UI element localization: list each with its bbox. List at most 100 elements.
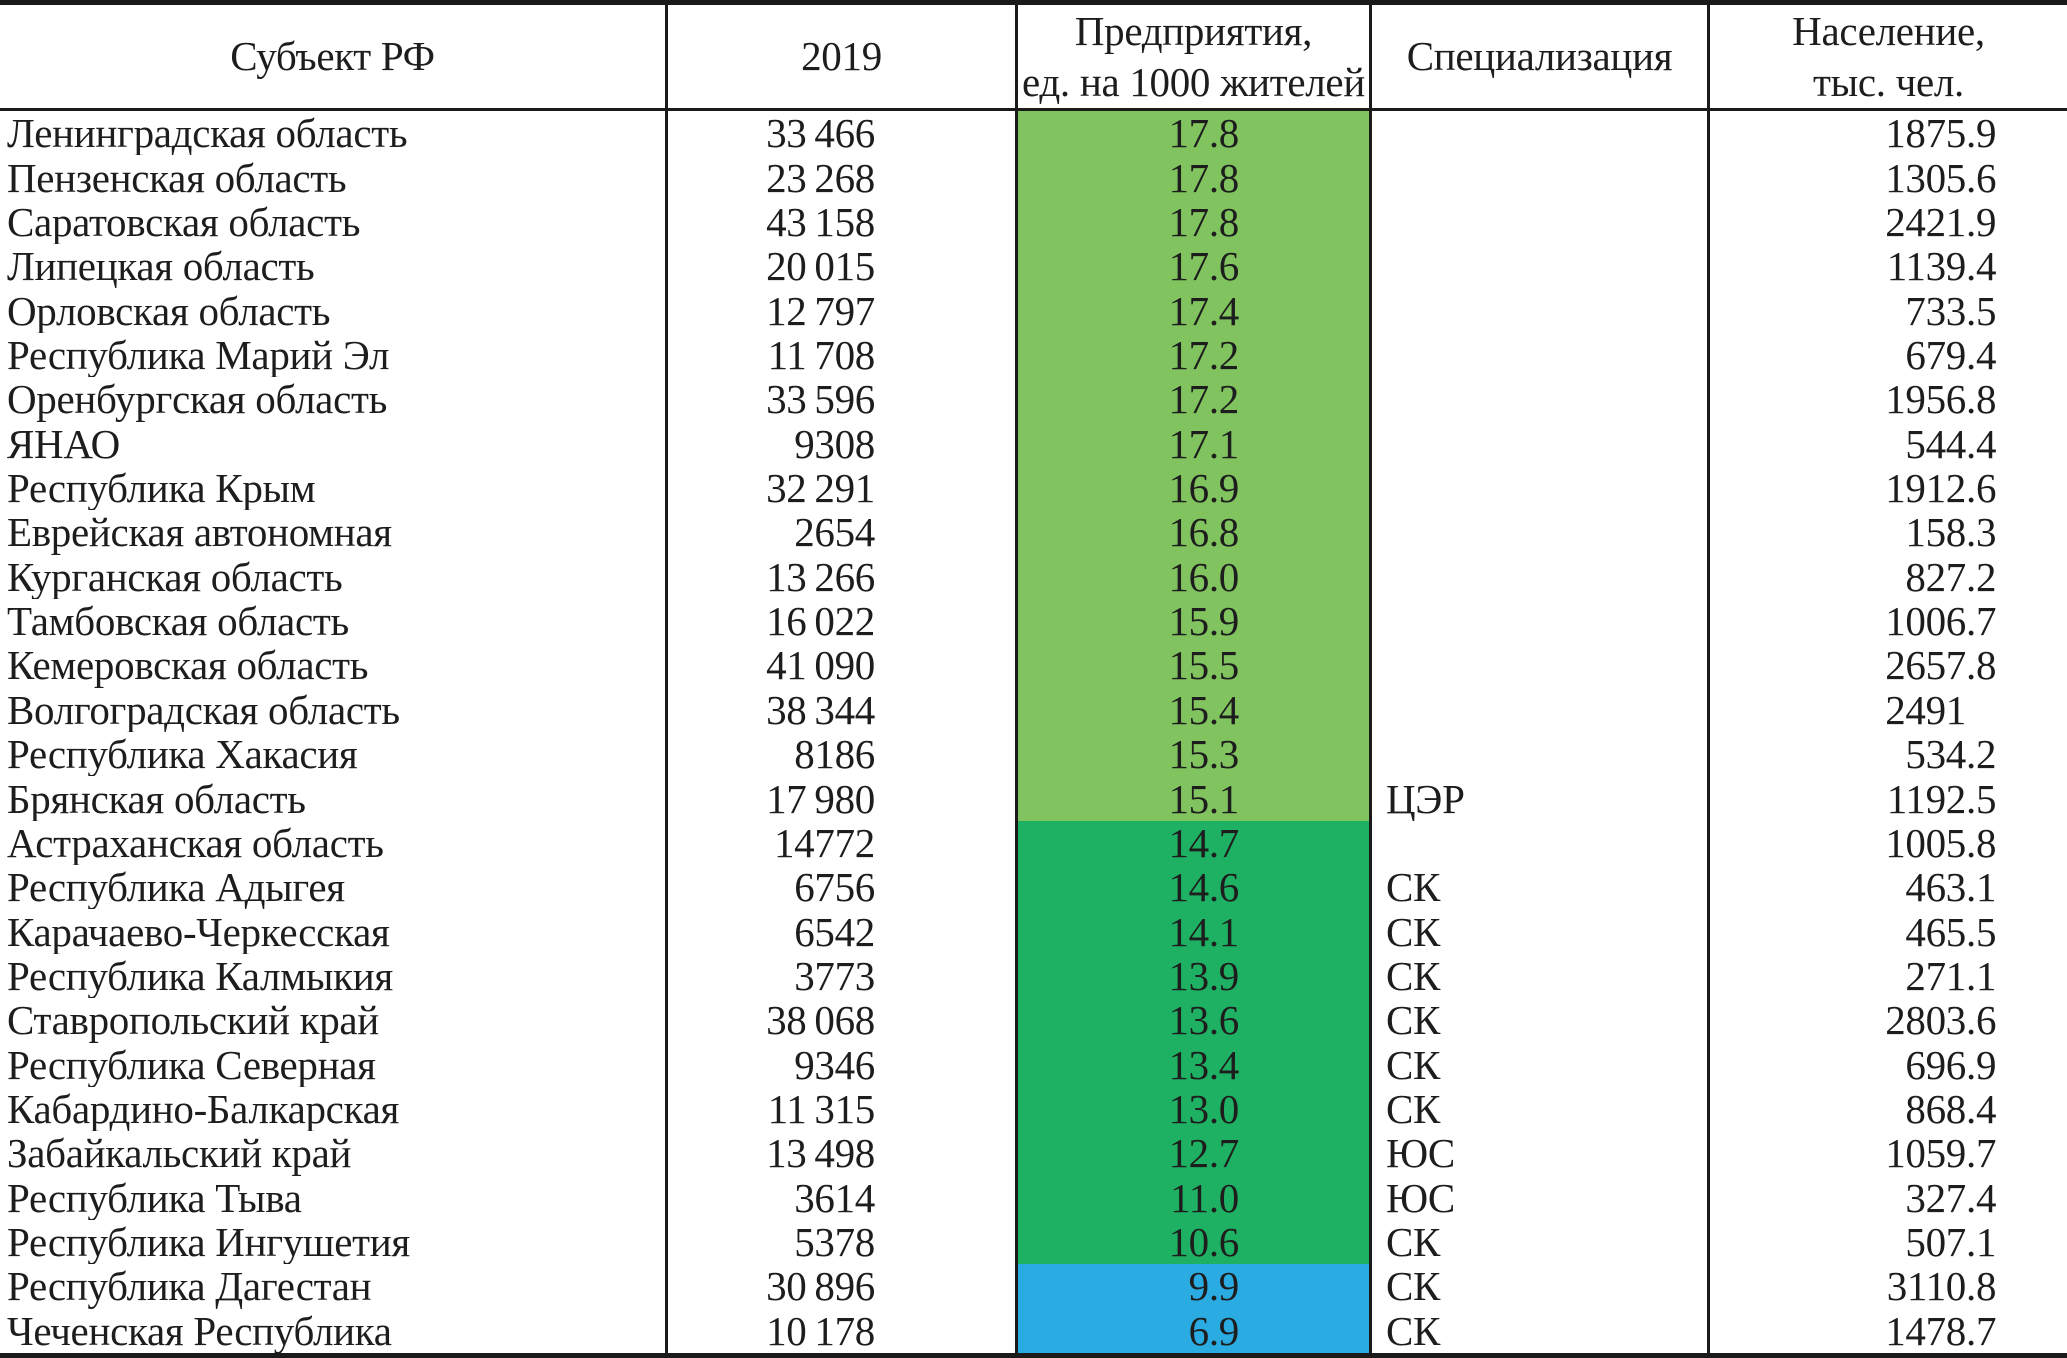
cell-specialization (1372, 820, 1710, 866)
population-integer-part: 1478 (1885, 1308, 1966, 1353)
cell-specialization: СК (1372, 1308, 1710, 1353)
cell-enterprises-per-1000: 16.9 (1018, 465, 1372, 511)
cell-enterprises-per-1000: 15.3 (1018, 732, 1372, 777)
population-integer-part: 158 (1905, 510, 1966, 555)
cell-population: 1059.7 (1710, 1131, 2067, 1175)
cell-enterprises-per-1000: 13.9 (1018, 953, 1372, 999)
cell-enterprises-per-1000: 17.2 (1018, 377, 1372, 422)
cell-specialization: СК (1372, 865, 1710, 910)
population-fraction-part: .6 (1966, 998, 1997, 1043)
cell-region: Орловская область (0, 288, 668, 333)
population-fraction-part: .5 (1966, 776, 1997, 821)
cell-specialization (1372, 598, 1710, 644)
population-fraction-part: .9 (1966, 111, 1997, 156)
population-integer-part: 679 (1905, 332, 1966, 378)
cell-population: 1478.7 (1710, 1309, 2067, 1353)
cell-region: Брянская область (0, 776, 668, 821)
cell-population: 327.4 (1710, 1176, 2067, 1220)
cell-region: Кемеровская область (0, 643, 668, 688)
cell-specialization (1372, 111, 1710, 156)
population-integer-part: 534 (1905, 732, 1966, 777)
population-fraction-part: .4 (1966, 421, 1997, 466)
cell-enterprises-per-1000: 6.9 (1018, 1308, 1372, 1353)
cell-2019-value: 38 068 (668, 998, 1018, 1043)
population-integer-part: 1912 (1885, 465, 1966, 511)
population-fraction-part: .4 (1966, 1086, 1997, 1132)
cell-2019-value: 5378 (668, 1219, 1018, 1265)
cell-region: Волгоградская область (0, 687, 668, 732)
cell-region: Карачаево-Черкесская (0, 909, 668, 954)
cell-region: Республика Адыгея (0, 865, 668, 910)
population-integer-part: 1005 (1885, 820, 1966, 866)
population-integer-part: 1192 (1886, 776, 1967, 821)
cell-population: 1006.7 (1710, 599, 2067, 643)
col-header-population: Население, тыс. чел. (1710, 5, 2067, 111)
population-integer-part: 463 (1905, 865, 1966, 910)
cell-enterprises-per-1000: 17.8 (1018, 111, 1372, 156)
cell-enterprises-per-1000: 14.7 (1018, 820, 1372, 866)
cell-region: Республика Хакасия (0, 732, 668, 777)
population-integer-part: 1059 (1885, 1131, 1966, 1176)
cell-region: Курганская область (0, 554, 668, 599)
cell-specialization: СК (1372, 1042, 1710, 1087)
population-fraction-part: .9 (1966, 199, 1997, 245)
cell-enterprises-per-1000: 9.9 (1018, 1264, 1372, 1309)
population-fraction-part: .4 (1966, 244, 1997, 289)
cell-specialization: СК (1372, 1264, 1710, 1309)
cell-2019-value: 33 596 (668, 377, 1018, 422)
cell-region: Чеченская Республика (0, 1308, 668, 1353)
cell-specialization (1372, 643, 1710, 688)
cell-specialization: СК (1372, 953, 1710, 999)
cell-region: Республика Калмыкия (0, 953, 668, 999)
population-integer-part: 1006 (1885, 598, 1966, 644)
cell-population: 3110.8 (1710, 1264, 2067, 1308)
cell-specialization: СК (1372, 1086, 1710, 1132)
col-header-year-2019: 2019 (668, 5, 1018, 111)
population-fraction-part: .1 (1966, 953, 1997, 999)
population-integer-part: 1875 (1885, 111, 1966, 156)
population-integer-part: 733 (1905, 288, 1966, 333)
population-integer-part: 868 (1905, 1086, 1966, 1132)
population-integer-part: 1956 (1885, 377, 1966, 422)
cell-population: 827.2 (1710, 555, 2067, 599)
cell-enterprises-per-1000: 17.1 (1018, 421, 1372, 466)
cell-population: 696.9 (1710, 1043, 2067, 1087)
cell-specialization (1372, 732, 1710, 777)
cell-enterprises-per-1000: 14.1 (1018, 909, 1372, 954)
cell-enterprises-per-1000: 17.4 (1018, 288, 1372, 333)
cell-region: Ленинградская область (0, 111, 668, 156)
cell-enterprises-per-1000: 11.0 (1018, 1175, 1372, 1220)
cell-population: 2803.6 (1710, 998, 2067, 1042)
cell-specialization (1372, 244, 1710, 289)
population-integer-part: 1305 (1885, 155, 1966, 200)
cell-2019-value: 12 797 (668, 288, 1018, 333)
cell-population: 679.4 (1710, 333, 2067, 377)
cell-region: Республика Ингушетия (0, 1219, 668, 1265)
cell-population: 1139.4 (1710, 244, 2067, 288)
cell-region: Пензенская область (0, 155, 668, 200)
cell-region: Республика Тыва (0, 1175, 668, 1220)
cell-region: Республика Северная (0, 1042, 668, 1087)
cell-2019-value: 13 498 (668, 1131, 1018, 1176)
cell-region: Республика Крым (0, 465, 668, 511)
cell-population: 868.4 (1710, 1087, 2067, 1131)
cell-region: Забайкальский край (0, 1131, 668, 1176)
population-integer-part: 465 (1905, 909, 1966, 954)
population-fraction-part: .4 (1966, 1175, 1997, 1220)
population-fraction-part: .8 (1966, 377, 1997, 422)
cell-population: 733.5 (1710, 288, 2067, 332)
population-fraction-part: .8 (1966, 1264, 1997, 1309)
cell-region: Оренбургская область (0, 377, 668, 422)
population-fraction-part: .4 (1966, 332, 1997, 378)
cell-region: Тамбовская область (0, 598, 668, 644)
cell-enterprises-per-1000: 15.9 (1018, 598, 1372, 644)
population-integer-part: 2657 (1885, 643, 1966, 688)
cell-2019-value: 3614 (668, 1175, 1018, 1220)
cell-2019-value: 14772 (668, 820, 1018, 866)
cell-population: 271.1 (1710, 954, 2067, 998)
cell-region: ЯНАО (0, 421, 668, 466)
cell-2019-value: 13 266 (668, 554, 1018, 599)
cell-specialization (1372, 199, 1710, 245)
